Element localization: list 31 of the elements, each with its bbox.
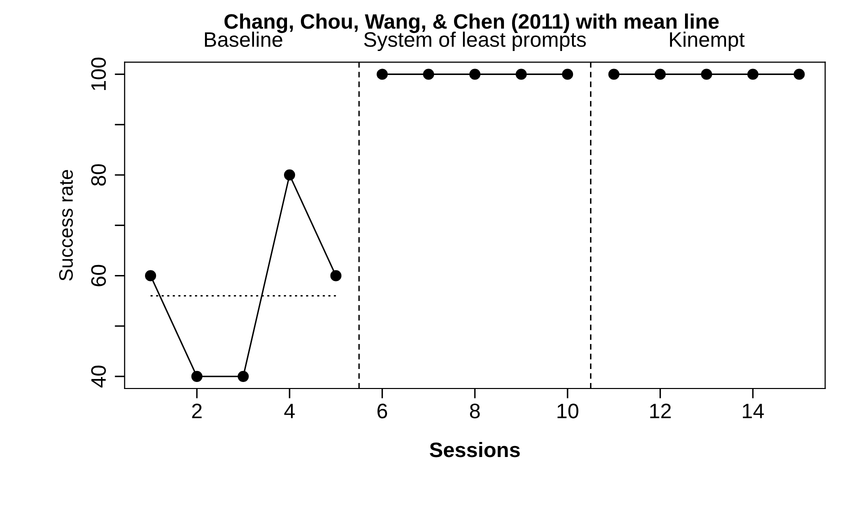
point (423, 68, 434, 80)
point (330, 270, 342, 282)
point (654, 68, 666, 80)
text: Baseline (204, 32, 282, 47)
point (794, 68, 805, 80)
y-tick-label: 40 (91, 366, 106, 388)
y-tick-label: 80 (91, 164, 106, 186)
text: Kinempt (670, 32, 745, 52)
point (191, 370, 202, 382)
text: System of least prompts (364, 32, 586, 52)
x-tick-label: 10 (558, 404, 578, 418)
x-tick-label: 6 (377, 404, 388, 418)
point (747, 68, 758, 80)
y-tick-label: 60 (91, 264, 106, 286)
x-tick-label: 8 (470, 404, 480, 418)
point (516, 68, 527, 80)
x-tick-label: 12 (650, 404, 671, 418)
point (145, 270, 156, 282)
point (284, 169, 296, 181)
point (608, 68, 620, 80)
point (469, 68, 480, 80)
point (238, 370, 249, 382)
point (376, 68, 388, 80)
y-tick-label: 100 (91, 58, 106, 90)
y-axis-title: Success rate (59, 170, 73, 281)
point (700, 68, 712, 80)
x-tick-label: 2 (192, 404, 202, 418)
x-tick-label: 14 (742, 404, 764, 418)
x-tick-label: 4 (284, 404, 295, 418)
x-axis-title: Sessions (430, 442, 520, 458)
point (562, 68, 574, 80)
